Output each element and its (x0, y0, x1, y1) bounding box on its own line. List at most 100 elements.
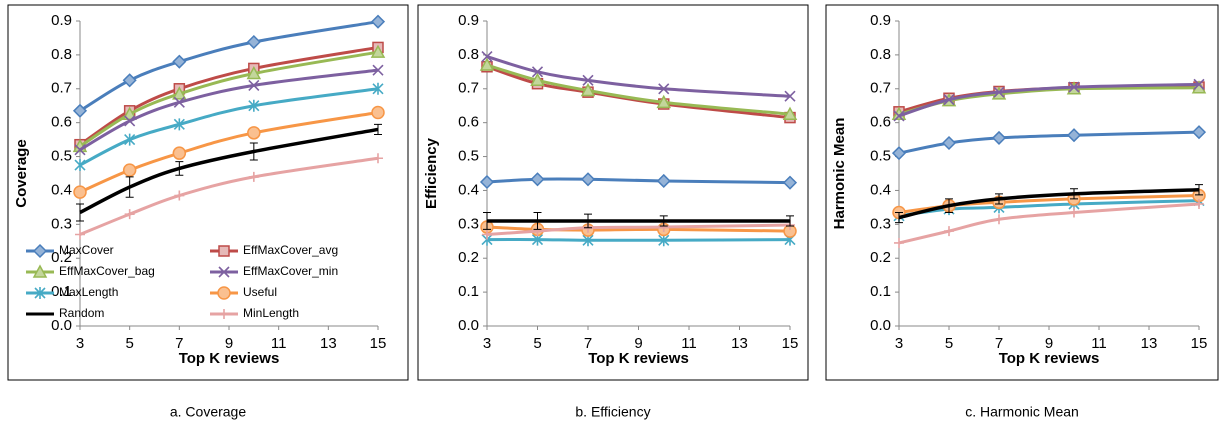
chart-panel: 0.0 0.1 0.2 0.3 0.4 0.5 0.6 0.7 0.8 0.9 3 5 7 9 11 13 15… (7, 4, 409, 381)
error-bar (533, 211, 542, 230)
x-tick-label: 13 (731, 335, 748, 352)
series-line (79, 50, 379, 148)
x-tick-label: 11 (681, 335, 697, 352)
y-tick-label: 0.7 (51, 80, 72, 97)
x-tick-label: 3 (895, 335, 903, 352)
marker (582, 74, 594, 86)
marker (32, 243, 48, 259)
marker (372, 82, 384, 95)
series-line (486, 223, 791, 236)
marker (656, 173, 671, 189)
series-line (79, 20, 379, 113)
y-tick-label: 0.5 (870, 148, 891, 165)
marker (34, 287, 46, 299)
marker (247, 126, 261, 140)
marker (219, 309, 229, 319)
marker (941, 135, 957, 151)
marker (530, 72, 545, 87)
marker (943, 94, 955, 106)
legend-label: EffMaxCover_min (243, 264, 338, 278)
y-tick-label: 0.9 (458, 12, 479, 29)
caption: a. Coverage (170, 404, 246, 420)
marker (481, 51, 493, 63)
y-tick-label: 0.8 (458, 46, 479, 63)
y-tick-label: 0.9 (870, 12, 891, 29)
series-line (486, 225, 791, 233)
legend-label: MaxLength (59, 285, 118, 299)
x-tick-label: 3 (483, 335, 491, 352)
series-line (79, 156, 379, 236)
panel-frame (7, 4, 409, 381)
marker (172, 86, 187, 100)
marker (74, 144, 86, 156)
y-axis-title: Efficiency (423, 137, 440, 209)
marker (218, 266, 230, 278)
marker (371, 105, 385, 120)
error-bar (786, 215, 794, 227)
marker (73, 185, 87, 199)
x-tick-label: 7 (584, 335, 592, 352)
y-tick-label: 0.6 (870, 114, 891, 131)
series-line (898, 130, 1200, 155)
x-tick-label: 9 (225, 335, 233, 352)
legend-label: EffMaxCover_bag (59, 264, 155, 278)
x-axis-title: Top K reviews (999, 350, 1100, 367)
y-tick-label: 0.3 (870, 215, 891, 232)
error-bar (945, 198, 953, 213)
marker (74, 159, 86, 172)
marker (991, 130, 1007, 145)
marker (479, 57, 495, 71)
error-bar (483, 211, 491, 230)
panel-frame (417, 4, 809, 381)
marker (944, 226, 954, 237)
x-axis-title: Top K reviews (588, 350, 689, 367)
error-bar (76, 203, 84, 222)
marker (246, 34, 261, 50)
marker (658, 83, 670, 95)
marker (75, 229, 85, 240)
marker (248, 99, 260, 112)
error-bar (584, 213, 592, 229)
series-line (486, 65, 791, 120)
legend-label: MinLength (243, 306, 299, 320)
marker (72, 103, 88, 118)
marker (246, 65, 262, 80)
marker (782, 175, 798, 190)
marker (530, 172, 545, 187)
x-tick-label: 11 (271, 335, 287, 352)
caption: c. Harmonic Mean (965, 404, 1079, 420)
x-tick-label: 13 (320, 335, 337, 352)
marker (580, 172, 596, 187)
marker (373, 153, 383, 164)
marker (893, 110, 905, 122)
marker (479, 174, 495, 190)
caption: b. Efficiency (575, 404, 650, 420)
series-line (79, 111, 379, 194)
marker (482, 229, 492, 240)
marker (891, 146, 907, 161)
error-bar (175, 161, 184, 176)
marker (993, 86, 1005, 98)
marker (370, 14, 386, 29)
marker (172, 146, 187, 160)
marker (894, 237, 904, 248)
marker (173, 118, 185, 131)
chart-panel: 0.0 0.1 0.2 0.3 0.4 0.5 0.6 0.7 0.8 0.9 3 5 7 9 11 13 15… (417, 4, 809, 381)
y-axis-title: Coverage (13, 139, 30, 207)
marker (580, 82, 596, 97)
y-tick-label: 0.0 (458, 317, 479, 334)
y-tick-label: 0.2 (458, 249, 479, 266)
x-tick-label: 7 (995, 335, 1003, 352)
x-tick-label: 13 (1141, 335, 1158, 352)
chart-panel: 0.0 0.1 0.2 0.3 0.4 0.5 0.6 0.7 0.8 0.9 3 5 7 9 11 13 15… (825, 4, 1219, 381)
x-tick-label: 9 (1045, 335, 1053, 352)
marker (124, 209, 135, 220)
x-tick-label: 5 (125, 335, 133, 352)
y-tick-label: 0.7 (458, 80, 479, 97)
error-bar (659, 215, 668, 227)
error-bar (1070, 188, 1078, 200)
y-tick-label: 0.6 (458, 114, 479, 131)
error-bar (125, 176, 134, 198)
legend-label: Useful (243, 285, 277, 299)
